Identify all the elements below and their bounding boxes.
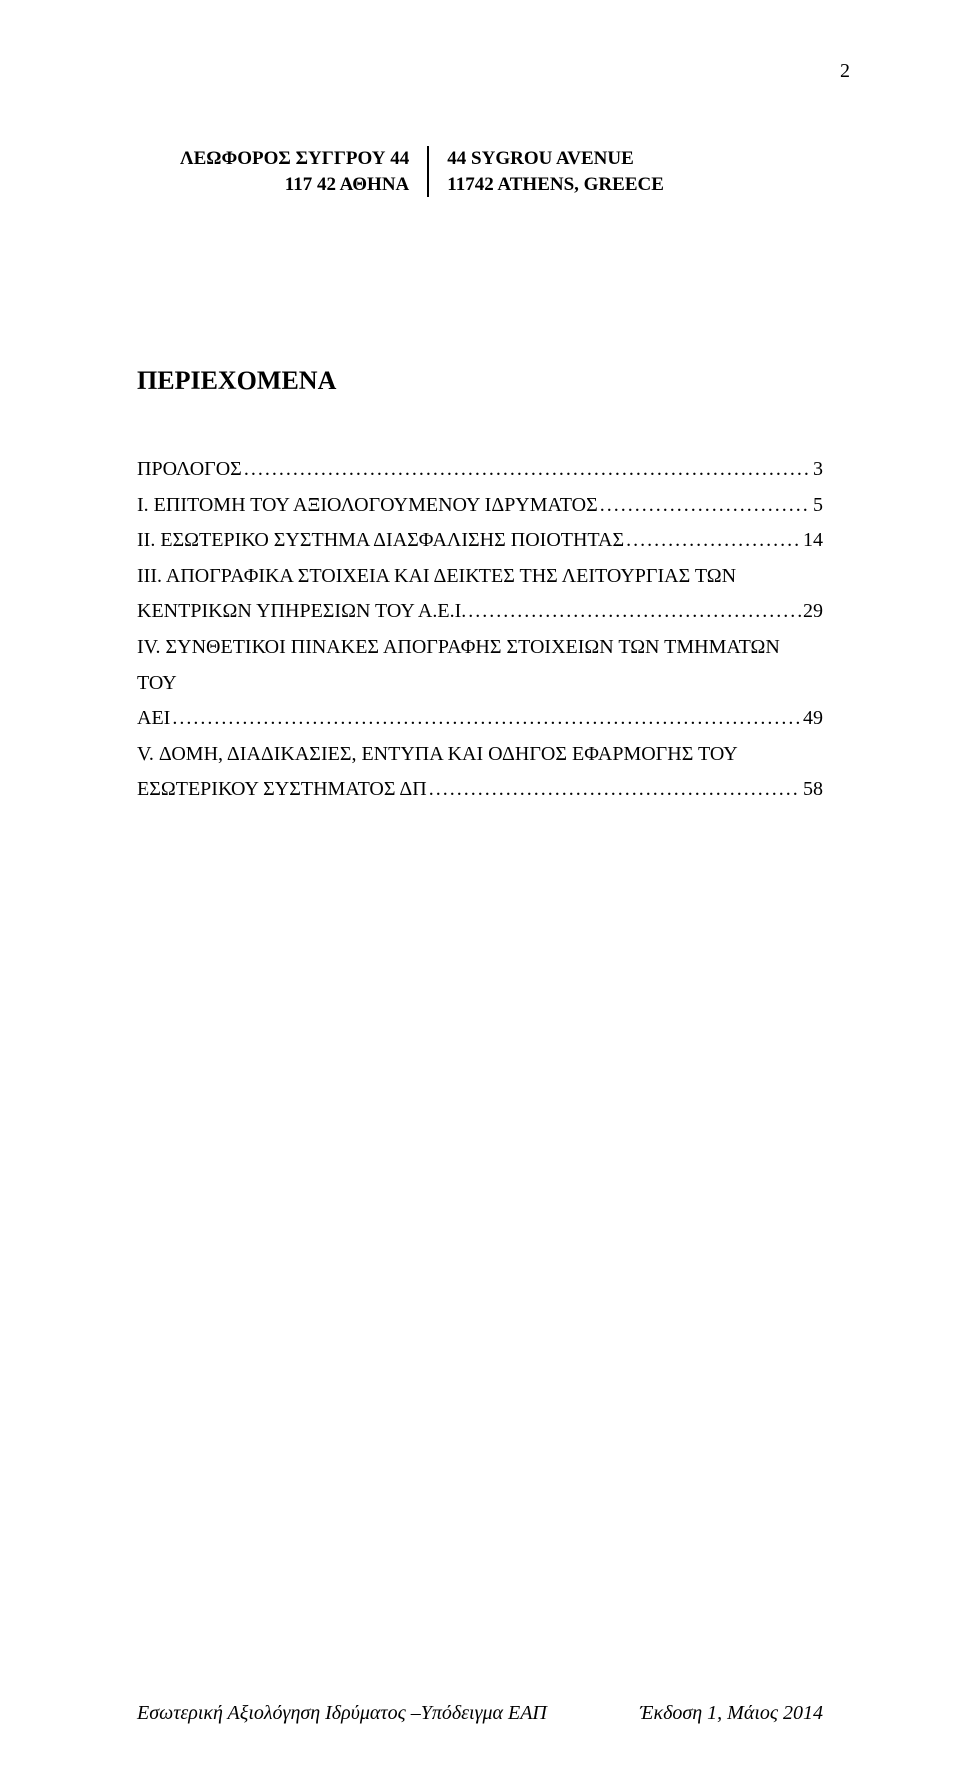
- address-block: ΛΕΩΦΟΡΟΣ ΣΥΓΓΡΟΥ 44 117 42 ΑΘΗΝΑ 44 SYGR…: [180, 146, 664, 197]
- address-right: 44 SYGROU AVENUE 11742 ATHENS, GREECE: [429, 146, 664, 197]
- toc-entry-prologos: ΠΡΟΛΟΓΟΣ ...............................…: [137, 452, 823, 488]
- toc-page: 29: [803, 594, 823, 630]
- toc-leader: ........................................…: [429, 772, 801, 808]
- toc-label-line1: V. ΔΟΜΗ, ΔΙΑΔΙΚΑΣΙΕΣ, ΕΝΤΥΠΑ ΚΑΙ ΟΔΗΓΟΣ …: [137, 737, 823, 773]
- table-of-contents: ΠΡΟΛΟΓΟΣ ...............................…: [137, 452, 823, 808]
- toc-leader: ........................................…: [244, 452, 811, 488]
- toc-entry-iii: ΙΙΙ. ΑΠΟΓΡΑΦΙΚΑ ΣΤΟΙΧΕΙΑ ΚΑΙ ΔΕΙΚΤΕΣ ΤΗΣ…: [137, 559, 823, 630]
- toc-page: 5: [813, 488, 823, 524]
- toc-page: 49: [803, 701, 823, 737]
- page-number: 2: [840, 60, 850, 83]
- toc-leader: ........................................…: [600, 488, 811, 524]
- contents-title: ΠΕΡΙΕΧΟΜΕΝΑ: [137, 366, 336, 396]
- address-right-line2: 11742 ATHENS, GREECE: [447, 172, 664, 198]
- footer-right: Έκδοση 1, Μάιος 2014: [640, 1702, 823, 1725]
- toc-label: ΠΡΟΛΟΓΟΣ: [137, 452, 242, 488]
- toc-entry-i: Ι. ΕΠΙΤΟΜΗ ΤΟΥ ΑΞΙΟΛΟΓΟΥΜΕΝΟΥ ΙΔΡΥΜΑΤΟΣ …: [137, 488, 823, 524]
- toc-entry-v: V. ΔΟΜΗ, ΔΙΑΔΙΚΑΣΙΕΣ, ΕΝΤΥΠΑ ΚΑΙ ΟΔΗΓΟΣ …: [137, 737, 823, 808]
- toc-label-line2: ΑΕΙ: [137, 701, 170, 737]
- address-right-line1: 44 SYGROU AVENUE: [447, 146, 664, 172]
- toc-leader: ........................................…: [468, 594, 801, 630]
- toc-label-line1: ΙV. ΣΥΝΘΕΤΙΚΟΙ ΠΙΝΑΚΕΣ ΑΠΟΓΡΑΦΗΣ ΣΤΟΙΧΕΙ…: [137, 630, 823, 701]
- toc-page: 3: [813, 452, 823, 488]
- document-page: 2 ΛΕΩΦΟΡΟΣ ΣΥΓΓΡΟΥ 44 117 42 ΑΘΗΝΑ 44 SY…: [0, 0, 960, 1785]
- toc-label-line1: ΙΙΙ. ΑΠΟΓΡΑΦΙΚΑ ΣΤΟΙΧΕΙΑ ΚΑΙ ΔΕΙΚΤΕΣ ΤΗΣ…: [137, 559, 823, 595]
- footer-left: Εσωτερική Αξιολόγηση Ιδρύματος –Υπόδειγμ…: [137, 1702, 547, 1725]
- toc-entry-ii: ΙΙ. ΕΣΩΤΕΡΙΚΟ ΣΥΣΤΗΜΑ ΔΙΑΣΦΑΛΙΣΗΣ ΠΟΙΟΤΗ…: [137, 523, 823, 559]
- address-left: ΛΕΩΦΟΡΟΣ ΣΥΓΓΡΟΥ 44 117 42 ΑΘΗΝΑ: [180, 146, 427, 197]
- toc-label-line2: ΕΣΩΤΕΡΙΚΟΥ ΣΥΣΤΗΜΑΤΟΣ ΔΠ: [137, 772, 427, 808]
- address-left-line2: 117 42 ΑΘΗΝΑ: [180, 172, 409, 198]
- toc-entry-iv: ΙV. ΣΥΝΘΕΤΙΚΟΙ ΠΙΝΑΚΕΣ ΑΠΟΓΡΑΦΗΣ ΣΤΟΙΧΕΙ…: [137, 630, 823, 737]
- page-footer: Εσωτερική Αξιολόγηση Ιδρύματος –Υπόδειγμ…: [137, 1702, 823, 1725]
- toc-label-line2: ΚΕΝΤΡΙΚΩΝ ΥΠΗΡΕΣΙΩΝ ΤΟΥ Α.Ε.Ι.: [137, 594, 466, 630]
- toc-label: Ι. ΕΠΙΤΟΜΗ ΤΟΥ ΑΞΙΟΛΟΓΟΥΜΕΝΟΥ ΙΔΡΥΜΑΤΟΣ: [137, 488, 598, 524]
- toc-page: 14: [803, 523, 823, 559]
- toc-page: 58: [803, 772, 823, 808]
- toc-leader: ........................................…: [172, 701, 801, 737]
- address-left-line1: ΛΕΩΦΟΡΟΣ ΣΥΓΓΡΟΥ 44: [180, 146, 409, 172]
- toc-label: ΙΙ. ΕΣΩΤΕΡΙΚΟ ΣΥΣΤΗΜΑ ΔΙΑΣΦΑΛΙΣΗΣ ΠΟΙΟΤΗ…: [137, 523, 624, 559]
- toc-leader: ........................................…: [626, 523, 801, 559]
